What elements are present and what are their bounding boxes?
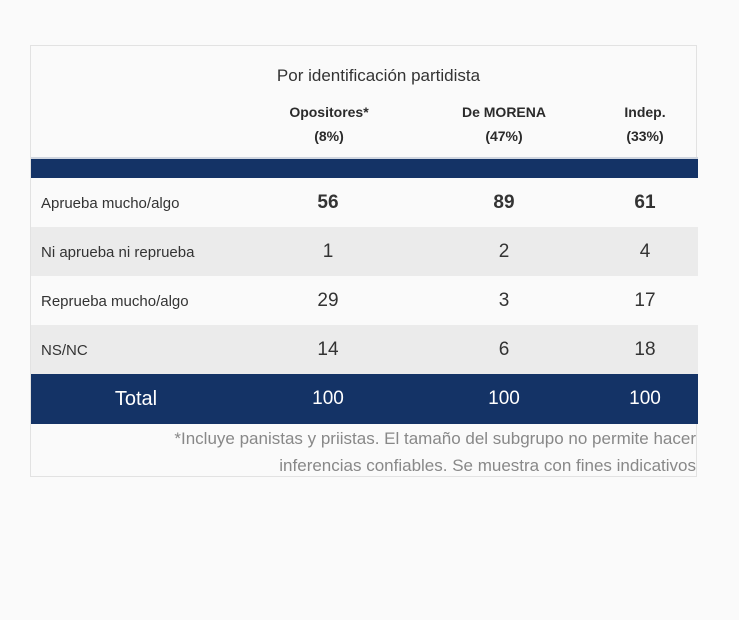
column-name: Indep. bbox=[624, 104, 666, 120]
cell-value: 1 bbox=[322, 241, 334, 262]
column-name: Opositores* bbox=[289, 104, 369, 120]
header-band bbox=[31, 157, 698, 179]
column-name: De MORENA bbox=[461, 104, 546, 120]
cell-value: 61 bbox=[634, 192, 656, 213]
column-header-opositores: Opositores* (8%) bbox=[254, 100, 404, 148]
column-header-indep: Indep. (33%) bbox=[570, 100, 720, 148]
row-label: Aprueba mucho/algo bbox=[41, 195, 180, 212]
cell-value: 6 bbox=[498, 339, 510, 360]
total-value: 100 bbox=[312, 388, 344, 409]
cell-value: 14 bbox=[317, 339, 339, 360]
table-row: Reprueba mucho/algo 29 3 17 bbox=[31, 276, 698, 326]
table-row: Aprueba mucho/algo 56 89 61 bbox=[31, 178, 698, 228]
column-share: (47%) bbox=[485, 128, 523, 144]
footnote-line: inferencias confiables. Se muestra con f… bbox=[279, 456, 696, 475]
column-header-morena: De MORENA (47%) bbox=[429, 100, 579, 148]
total-label: Total bbox=[114, 388, 158, 410]
cell-value: 4 bbox=[639, 241, 651, 262]
row-label: NS/NC bbox=[41, 342, 88, 359]
total-value: 100 bbox=[488, 388, 520, 409]
cell-value: 89 bbox=[493, 192, 515, 213]
row-label: Ni aprueba ni reprueba bbox=[41, 244, 195, 261]
total-value: 100 bbox=[629, 388, 661, 409]
cell-value: 17 bbox=[634, 290, 656, 311]
cell-value: 29 bbox=[317, 290, 339, 311]
table-row: NS/NC 14 6 18 bbox=[31, 325, 698, 375]
table-title: Por identificación partidista bbox=[276, 66, 481, 85]
cell-value: 56 bbox=[317, 192, 339, 213]
total-row: Total 100 100 100 bbox=[31, 374, 698, 424]
footnote-line: *Incluye panistas y priistas. El tamaño … bbox=[174, 429, 696, 448]
table-row: Ni aprueba ni reprueba 1 2 4 bbox=[31, 227, 698, 277]
footnote: *Incluye panistas y priistas. El tamaño … bbox=[29, 425, 696, 479]
row-label: Reprueba mucho/algo bbox=[41, 293, 189, 310]
cell-value: 3 bbox=[498, 290, 510, 311]
cell-value: 2 bbox=[498, 241, 510, 262]
results-table: Por identificación partidista Opositores… bbox=[29, 45, 698, 479]
cell-value: 18 bbox=[634, 339, 656, 360]
column-share: (8%) bbox=[314, 128, 344, 144]
column-share: (33%) bbox=[626, 128, 664, 144]
